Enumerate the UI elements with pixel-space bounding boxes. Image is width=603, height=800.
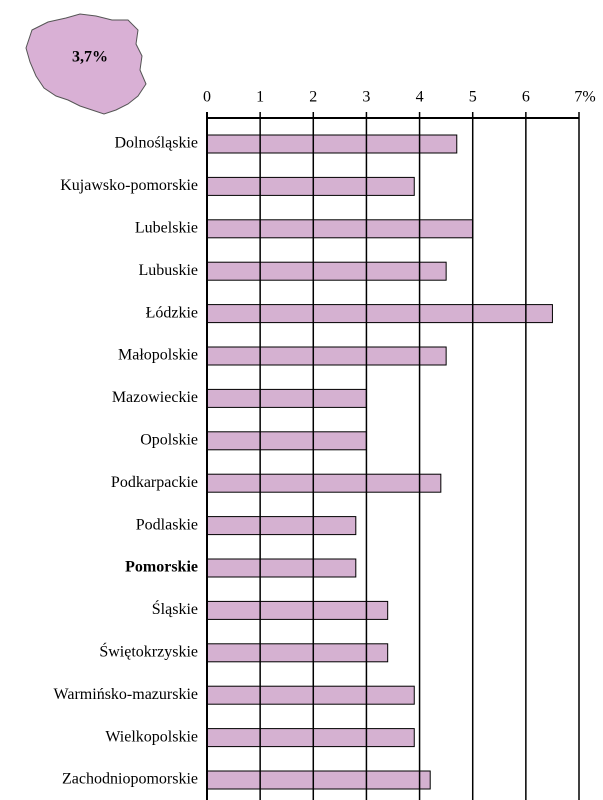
bar — [206, 516, 357, 536]
bar — [206, 176, 415, 196]
category-label: Łódzkie — [146, 304, 198, 321]
bar — [206, 431, 367, 451]
category-label: Podlaskie — [136, 516, 198, 533]
category-label: Małopolskie — [118, 347, 198, 364]
x-tick-label: 5 — [469, 89, 477, 106]
bar — [206, 770, 431, 790]
bar — [206, 219, 474, 239]
category-label: Podkarpackie — [111, 474, 198, 491]
x-tick-label: 6 — [522, 89, 530, 106]
bar — [206, 346, 447, 366]
x-tick-label: 7% — [574, 89, 595, 106]
bar — [206, 558, 357, 578]
bar — [206, 600, 389, 620]
category-label: Lubelskie — [135, 219, 198, 236]
x-tick-label: 3 — [362, 89, 370, 106]
bar — [206, 643, 389, 663]
category-label: Dolnośląskie — [114, 135, 198, 152]
category-label: Śląskie — [152, 599, 198, 618]
category-label: Pomorskie — [125, 559, 198, 576]
category-label: Zachodniopomorskie — [62, 771, 198, 788]
category-label: Warmińsko-mazurskie — [54, 686, 198, 703]
x-tick-label: 1 — [256, 89, 264, 106]
bar — [206, 261, 447, 281]
category-label: Opolskie — [140, 431, 198, 448]
x-tick-label: 2 — [309, 89, 317, 106]
bar — [206, 304, 553, 324]
category-label: Świętokrzyskie — [99, 641, 198, 660]
category-label: Mazowieckie — [112, 389, 198, 406]
bar — [206, 685, 415, 705]
category-label: Lubuskie — [138, 262, 198, 279]
category-label: Wielkopolskie — [105, 728, 198, 745]
map-annotation: 3,7% — [72, 49, 108, 66]
bar — [206, 728, 415, 748]
x-tick-label: 4 — [416, 89, 424, 106]
category-label: Kujawsko-pomorskie — [60, 177, 198, 194]
bar — [206, 388, 367, 408]
bar — [206, 473, 442, 493]
x-tick-label: 0 — [203, 89, 211, 106]
map-icon — [25, 13, 147, 115]
